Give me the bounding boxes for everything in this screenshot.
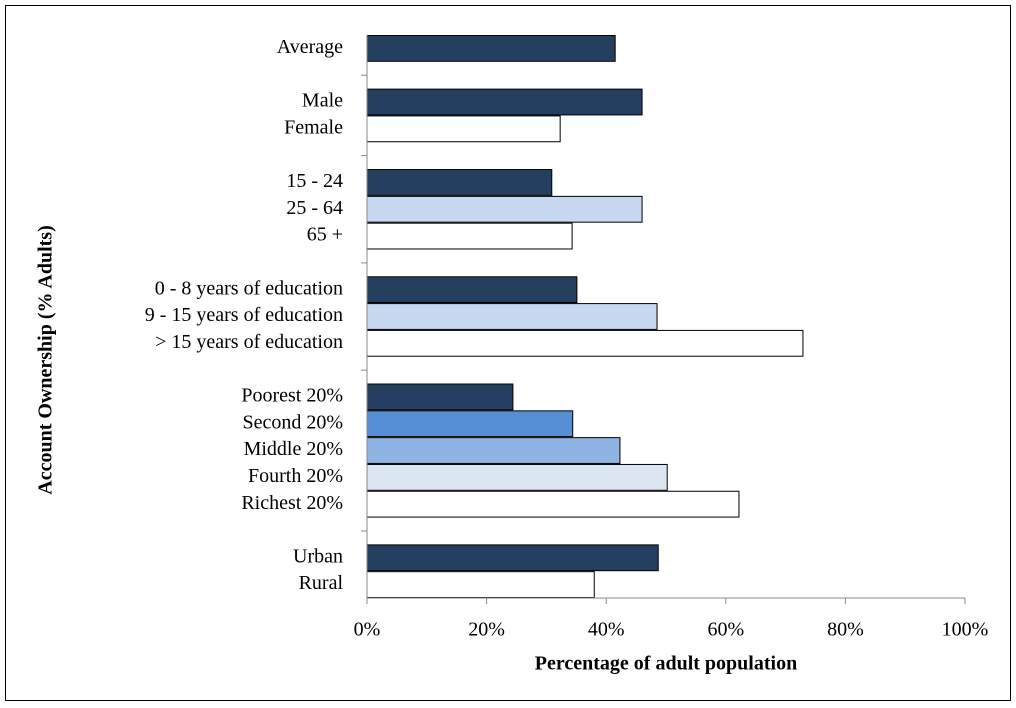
bar: [366, 169, 553, 196]
y-tick-label: Male: [302, 90, 343, 112]
y-tick-label: Richest 20%: [241, 492, 343, 514]
bar: [366, 437, 621, 464]
bar: [366, 490, 740, 518]
y-tick-label: Average: [277, 36, 343, 58]
bar: [366, 35, 616, 62]
y-tick-label: Middle 20%: [244, 438, 343, 460]
bar: [366, 544, 659, 572]
y-tick-label: 9 - 15 years of education: [145, 304, 343, 326]
y-tick-label: Second 20%: [242, 411, 343, 433]
bar: [366, 88, 643, 116]
x-axis-title: Percentage of adult population: [535, 653, 797, 675]
bar: [366, 463, 668, 491]
x-tick-label: 40%: [588, 619, 625, 641]
x-tick-label: 60%: [707, 619, 744, 641]
bar: [366, 115, 561, 143]
x-tick-label: 100%: [942, 619, 989, 641]
y-tick-label: Fourth 20%: [248, 465, 343, 487]
y-tick-label: 0 - 8 years of education: [155, 277, 343, 299]
y-tick-label: 25 - 64: [286, 197, 343, 219]
x-tick-label: 20%: [468, 619, 505, 641]
bar: [366, 195, 643, 223]
chart-frame: [5, 5, 1011, 701]
y-axis-title: Account Ownership (% Adults): [35, 225, 57, 494]
y-tick-label: > 15 years of education: [155, 331, 343, 353]
bar: [366, 571, 595, 599]
y-tick-label: 65 +: [307, 224, 343, 246]
bar: [366, 410, 574, 438]
bar: [366, 329, 804, 357]
x-tick-label: 80%: [827, 619, 864, 641]
bar: [366, 303, 658, 330]
bar: [366, 222, 573, 250]
y-tick-label: Rural: [299, 572, 344, 594]
y-tick-label: Urban: [293, 545, 343, 567]
y-tick-label: Female: [284, 116, 343, 138]
bar: [366, 383, 514, 411]
bar: [366, 276, 578, 304]
x-tick-label: 0%: [354, 619, 381, 641]
y-tick-label: Poorest 20%: [241, 385, 343, 407]
y-tick-label: 15 - 24: [286, 170, 343, 192]
